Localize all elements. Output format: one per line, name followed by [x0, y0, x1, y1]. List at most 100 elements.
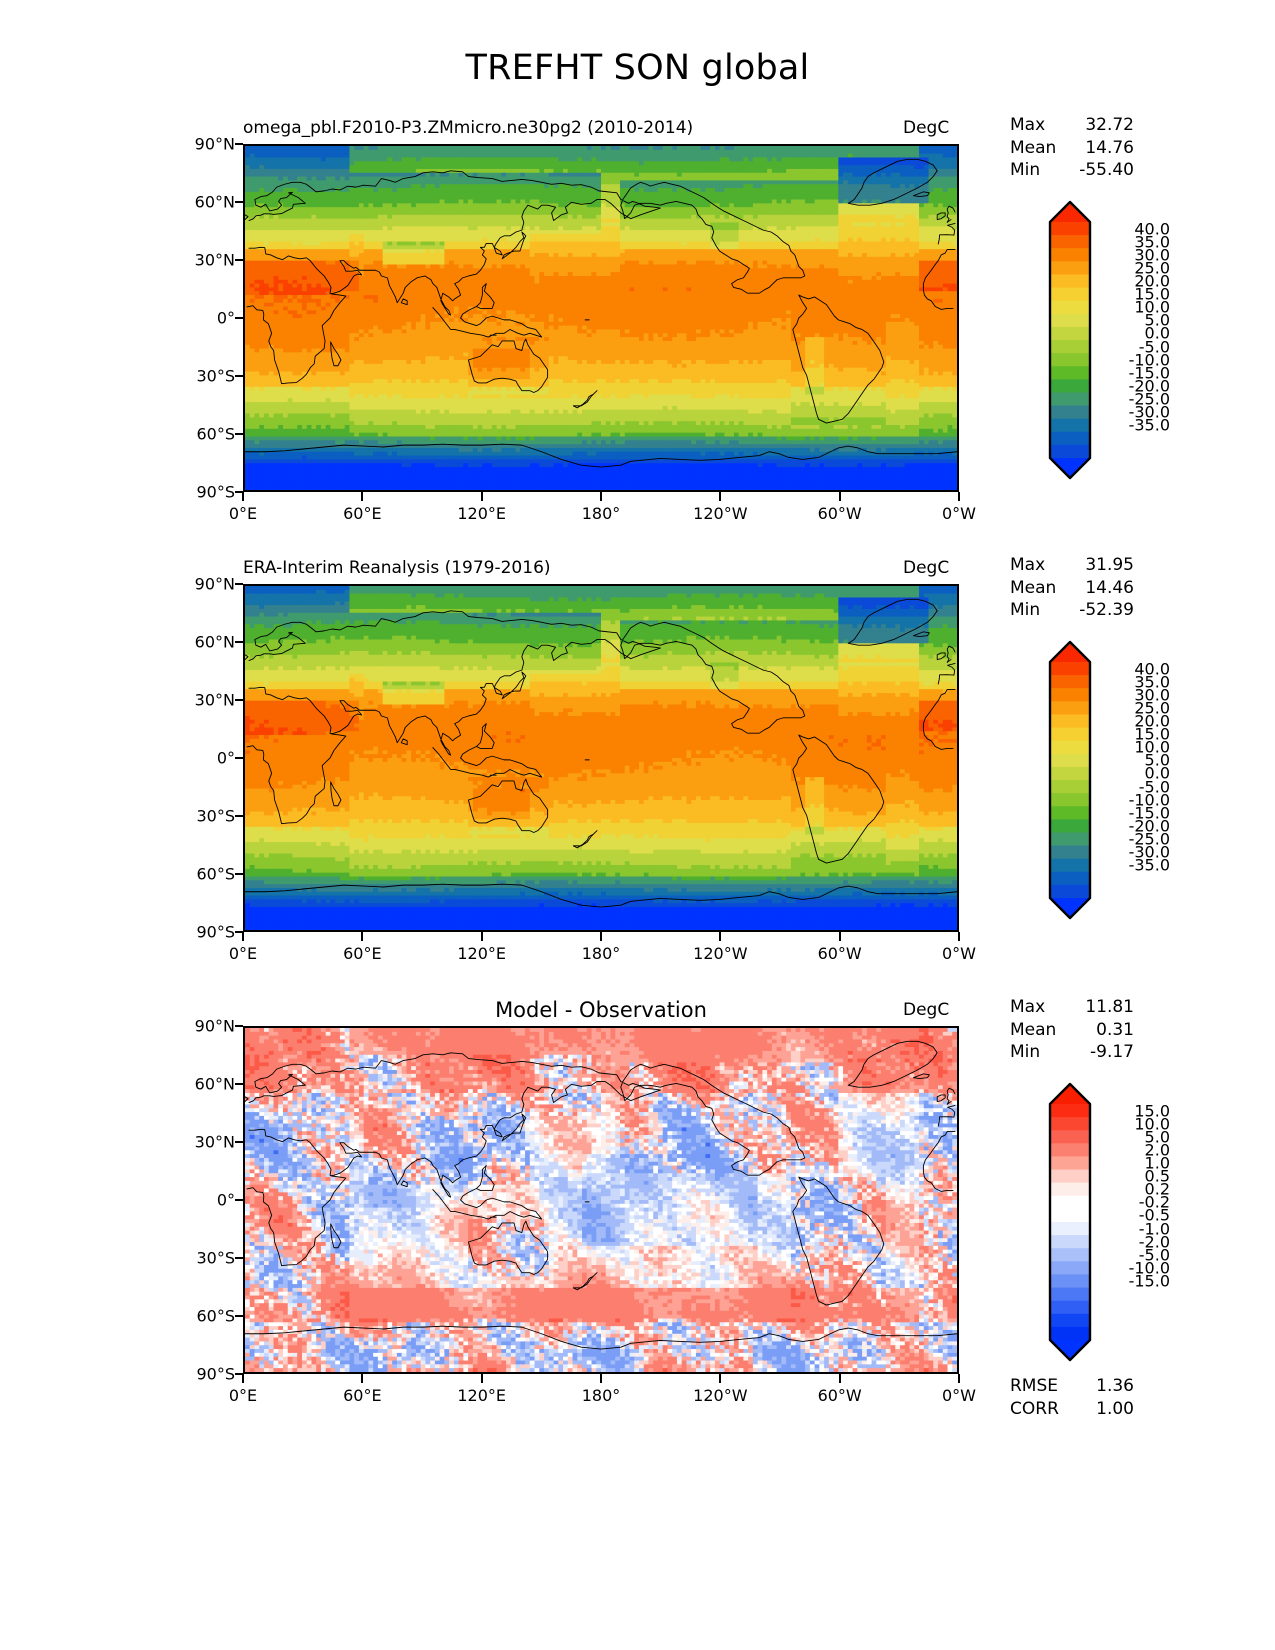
colorbar-tick-label: 5.0: [1104, 311, 1170, 330]
lon-tick-label: 0°E: [229, 1386, 257, 1405]
lon-tick-mark: [242, 1374, 244, 1383]
colorbar-diff: 15.0 10.0 5.0 2.0 1.0 0.5 0.2 -0.2 -0.5 -1.0 -2.0-…: [1048, 1082, 1170, 1362]
panel-subtitle: Model - Observation: [243, 998, 959, 1022]
stat-label: Mean: [1010, 1019, 1068, 1042]
latitude-axis: 90°N 60°N 30°N 0° 30°S 60°S 90°S: [163, 135, 235, 502]
colorbar-tick-label: -30.0: [1104, 843, 1170, 862]
colorbar-tick-label: -15.0: [1104, 803, 1170, 822]
colorbar-tick-label: -15.0: [1104, 363, 1170, 382]
longitude-axis: 0°E 60°E 120°E 180° 120°W 60°W 0°W: [229, 492, 976, 526]
lat-tick-label: 30°N: [195, 1133, 235, 1152]
lon-tick-label: 120°W: [693, 944, 747, 963]
lon-tick-mark: [838, 932, 841, 941]
stats-block: Max 32.72 Mean 14.76 Min -55.40: [1010, 114, 1134, 182]
lon-tick-mark: [242, 932, 244, 941]
colorbar-tick-label: -5.0: [1104, 337, 1170, 356]
stat-row: Min -52.39: [1010, 599, 1134, 622]
stat-label: Max: [1010, 554, 1068, 577]
colorbar-tick-label: 15.0: [1104, 1101, 1170, 1120]
lat-tick-mark: [235, 815, 243, 817]
lat-tick-mark: [235, 699, 243, 701]
stat-label: Max: [1010, 114, 1068, 137]
colorbar-tick-label: -0.2: [1104, 1193, 1170, 1212]
lon-tick-mark: [838, 492, 841, 501]
map-plot-difference: [243, 1026, 959, 1374]
panel-subtitle: omega_pbl.F2010-P3.ZMmicro.ne30pg2 (2010…: [243, 118, 693, 138]
colorbar-temp: 40.0 35.0 30.0 25.0 20.0 15.0 10.0 5.0 0.0 -5.0 -1…: [1048, 640, 1170, 920]
lon-tick-label: 0°E: [229, 944, 257, 963]
stats-block: Max 11.81 Mean 0.31 Min -9.17: [1010, 996, 1134, 1064]
colorbar-tick-label: -10.0: [1104, 790, 1170, 809]
lon-tick-label: 60°E: [343, 504, 381, 523]
colorbar-tick-label: 5.0: [1104, 751, 1170, 770]
colorbar-tick-labels: 15.0 10.0 5.0 2.0 1.0 0.5 0.2 -0.2 -0.5 -1.0 -2.0-…: [1100, 1082, 1170, 1362]
lon-tick-label: 120°E: [457, 944, 506, 963]
lat-tick-mark: [235, 143, 243, 145]
colorbar-tick-label: -5.0: [1104, 1245, 1170, 1264]
lon-tick-mark: [242, 492, 244, 501]
lat-tick-label: 0°: [217, 749, 235, 768]
lon-tick-label: 60°W: [818, 1386, 862, 1405]
lat-tick-label: 60°N: [195, 633, 235, 652]
lon-tick-label: 120°E: [457, 504, 506, 523]
stat-row: Max 11.81: [1010, 996, 1134, 1019]
lat-tick-mark: [235, 201, 243, 203]
lon-tick-label: 180°: [582, 944, 621, 963]
lat-tick-label: 60°N: [195, 1075, 235, 1094]
lon-tick-label: 0°W: [942, 944, 976, 963]
colorbar-tick-label: -1.0: [1104, 1219, 1170, 1238]
footer-stats: RMSE 1.36 CORR 1.00: [1010, 1375, 1134, 1420]
stat-label: Mean: [1010, 137, 1068, 160]
lat-tick-label: 90°N: [195, 135, 235, 154]
lon-tick-mark: [361, 932, 364, 941]
footer-stat-row: CORR 1.00: [1010, 1398, 1134, 1421]
lat-tick-mark: [235, 1199, 243, 1201]
lon-tick-label: 180°: [582, 1386, 621, 1405]
colorbar-tick-label: 0.0: [1104, 324, 1170, 343]
footer-stat-value: 1.00: [1072, 1398, 1134, 1421]
lat-tick-label: 60°S: [196, 1307, 235, 1326]
colorbar-tick-label: -10.0: [1104, 1258, 1170, 1277]
lon-tick-mark: [480, 1374, 483, 1383]
lat-tick-mark: [235, 583, 243, 585]
footer-stat-label: RMSE: [1010, 1375, 1072, 1398]
footer-stat-label: CORR: [1010, 1398, 1072, 1421]
colorbar-tick-label: 30.0: [1104, 685, 1170, 704]
longitude-axis: 0°E 60°E 120°E 180° 120°W 60°W 0°W: [229, 932, 976, 966]
stat-value: 14.46: [1068, 577, 1134, 600]
stat-row: Mean 14.76: [1010, 137, 1134, 160]
colorbar-gradient: [1048, 200, 1092, 480]
stat-value: -55.40: [1068, 159, 1134, 182]
lat-tick-label: 0°: [217, 309, 235, 328]
lat-tick-label: 90°N: [195, 575, 235, 594]
lat-tick-mark: [235, 931, 243, 933]
lon-tick-mark: [361, 1374, 364, 1383]
stat-row: Min -9.17: [1010, 1041, 1134, 1064]
stats-block: Max 31.95 Mean 14.46 Min -52.39: [1010, 554, 1134, 622]
colorbar-tick-label: 40.0: [1104, 659, 1170, 678]
footer-stat-row: RMSE 1.36: [1010, 1375, 1134, 1398]
colorbar-tick-label: 40.0: [1104, 219, 1170, 238]
lat-tick-label: 30°N: [195, 691, 235, 710]
colorbar-tick-label: 0.5: [1104, 1167, 1170, 1186]
colorbar-tick-label: 25.0: [1104, 258, 1170, 277]
lon-tick-mark: [719, 492, 722, 501]
stat-row: Max 31.95: [1010, 554, 1134, 577]
lat-tick-mark: [235, 259, 243, 261]
lat-tick-label: 0°: [217, 1191, 235, 1210]
colorbar-tick-label: 2.0: [1104, 1140, 1170, 1159]
lon-tick-mark: [958, 1374, 960, 1383]
lat-tick-label: 90°S: [196, 1365, 235, 1384]
lon-tick-label: 120°W: [693, 504, 747, 523]
lat-tick-label: 60°S: [196, 425, 235, 444]
stat-label: Min: [1010, 1041, 1068, 1064]
colorbar-tick-label: -10.0: [1104, 350, 1170, 369]
lon-tick-label: 0°W: [942, 1386, 976, 1405]
lat-tick-mark: [235, 1083, 243, 1085]
colorbar-tick-label: 5.0: [1104, 1127, 1170, 1146]
colorbar-tick-label: 20.0: [1104, 712, 1170, 731]
colorbar-gradient: [1048, 1082, 1092, 1362]
colorbar-tick-label: 30.0: [1104, 245, 1170, 264]
colorbar-tick-labels: 40.0 35.0 30.0 25.0 20.0 15.0 10.0 5.0 0.0 -5.0 -1…: [1100, 640, 1170, 920]
stat-value: 14.76: [1068, 137, 1134, 160]
